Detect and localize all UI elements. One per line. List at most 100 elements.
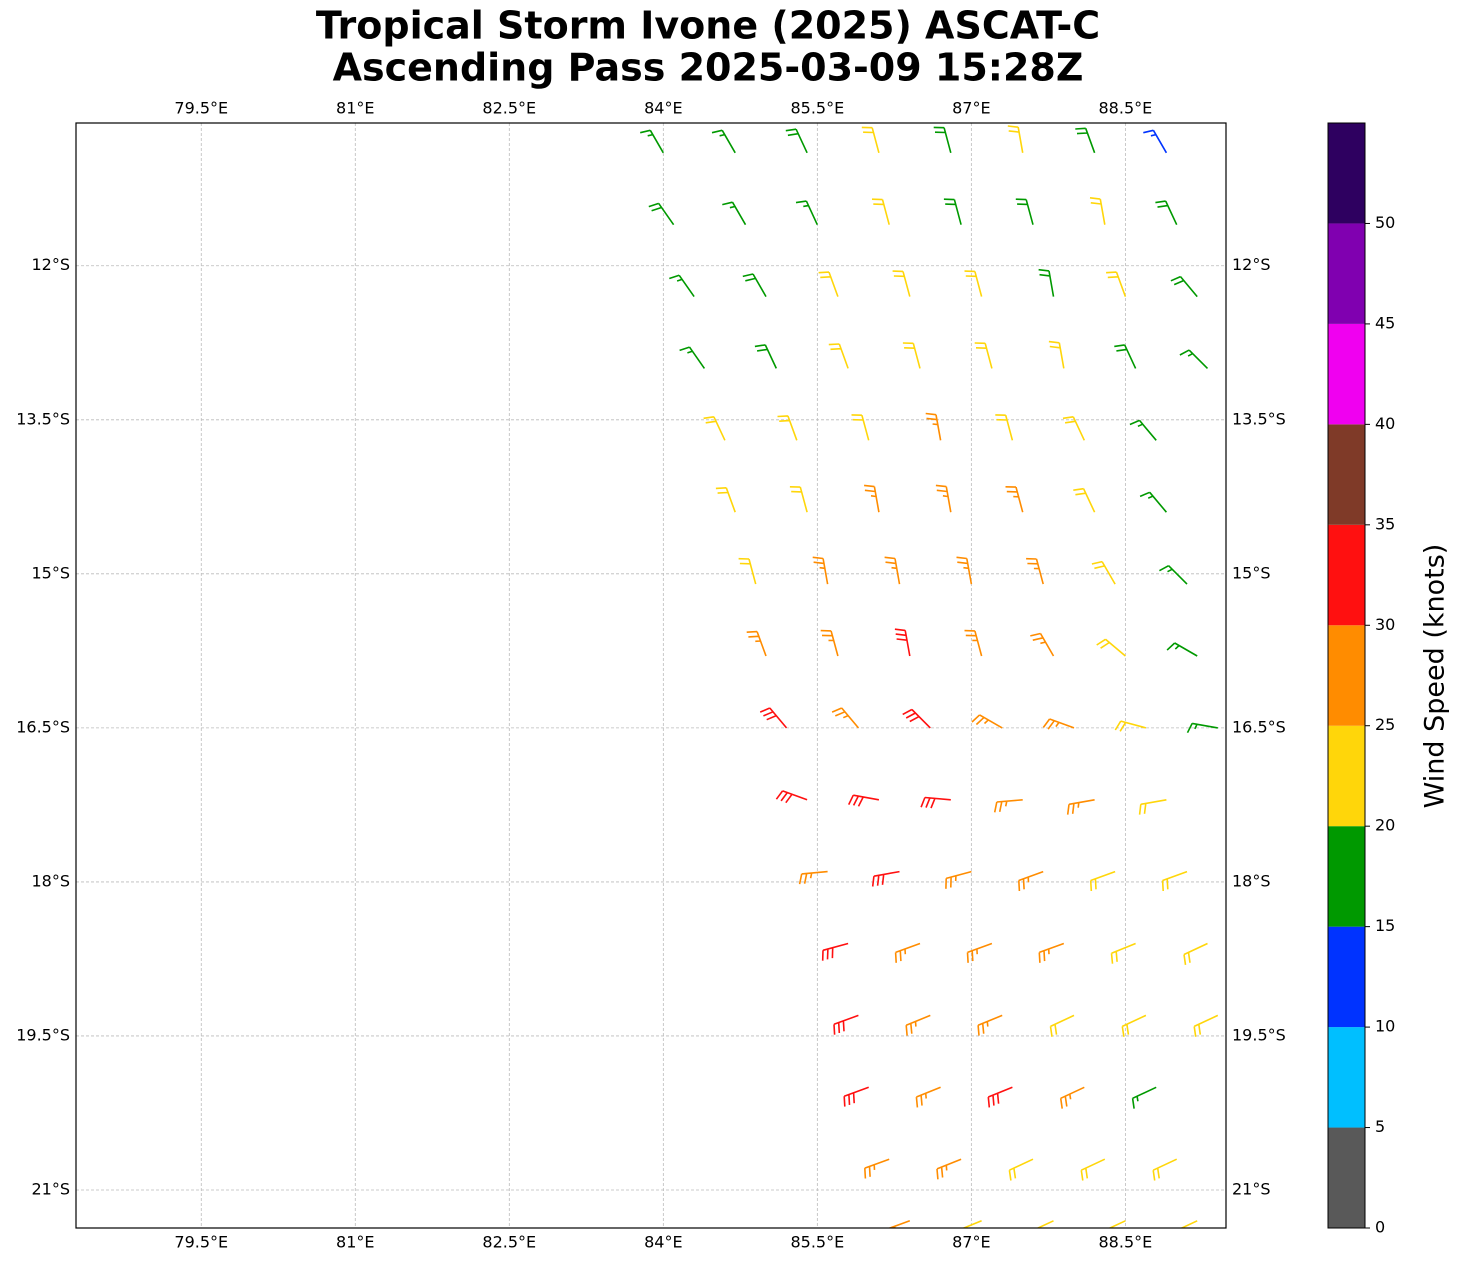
y-tick-label: 13.5°S [16, 409, 70, 428]
colorbar: 0 5 10 15 20 25 30 35 40 45 50 [1327, 122, 1395, 1237]
x-tick-label: 81°E [336, 1233, 374, 1252]
wind-barb [1091, 560, 1116, 585]
wind-barb [820, 629, 839, 657]
wind-barb [847, 794, 880, 807]
wind-barb [1129, 419, 1157, 441]
colorbar-bin [1328, 223, 1365, 324]
colorbar-tick-label: 5 [1375, 1117, 1385, 1136]
wind-barb [894, 942, 921, 963]
wind-barb [1143, 129, 1168, 154]
y-tick-label: 21°S [31, 1180, 70, 1199]
wind-barb [679, 346, 706, 369]
barbs [640, 125, 1219, 1228]
wind-barb [1193, 1014, 1219, 1037]
colorbar-tick-label: 50 [1375, 213, 1395, 232]
wind-barb [905, 1014, 931, 1036]
wind-barb [669, 274, 695, 298]
colorbar-tick-label: 30 [1375, 615, 1395, 634]
wind-barb [1030, 632, 1055, 657]
wind-barb [738, 557, 757, 585]
x-tick-label: 87°E [952, 1233, 990, 1252]
wind-barb [1048, 340, 1065, 369]
wind-barb [1155, 200, 1178, 226]
wind-barb [925, 412, 942, 441]
x-tick-label: 87°E [952, 99, 990, 118]
wind-barb [987, 1086, 1013, 1108]
map-frame [75, 122, 1227, 1229]
wind-barb [935, 484, 952, 513]
wind-barb [1005, 486, 1024, 513]
subtitle: Ascending Pass 2025-03-09 15:28Z [333, 46, 1084, 90]
wind-barb [777, 415, 798, 441]
wind-barb [977, 1014, 1003, 1036]
wind-barb [775, 790, 808, 804]
y-tick-label: 15°S [1232, 563, 1271, 582]
wind-barb [1106, 271, 1127, 297]
wind-barb [964, 270, 983, 297]
colorbar-label: Wind Speed (knots) [1420, 544, 1451, 809]
wind-barb [1089, 197, 1106, 225]
wind-barb [1015, 198, 1034, 225]
colorbar-tick-label: 15 [1375, 916, 1395, 935]
wind-barb [1080, 1158, 1106, 1181]
colorbar-bin [1328, 926, 1365, 1028]
grid [76, 123, 1226, 1228]
wind-barb [742, 273, 767, 297]
wind-barb [821, 942, 849, 961]
wind-barb [1018, 870, 1044, 892]
wind-barb [1008, 1158, 1034, 1181]
wind-barb [1114, 344, 1137, 369]
wind-barb [759, 707, 788, 729]
wind-barb [789, 486, 808, 513]
wind-barb [887, 1220, 911, 1228]
y-tick-label: 19.5°S [1232, 1025, 1286, 1044]
wind-barb [1114, 720, 1147, 732]
colorbar-bin [1328, 424, 1365, 525]
wind-barb [1166, 642, 1198, 657]
wind-barb [1096, 638, 1126, 657]
wind-barb [640, 129, 664, 154]
y-tick-label: 16.5°S [1232, 717, 1286, 736]
colorbar-tick-label: 40 [1375, 414, 1395, 433]
x-tick-label: 88.5°E [1099, 99, 1153, 118]
x-tick-label: 84°E [644, 99, 682, 118]
colorbar-bin [1328, 1027, 1365, 1128]
wind-barb [884, 556, 901, 585]
wind-barb [892, 270, 911, 297]
x-tick-label: 88.5°E [1099, 1233, 1153, 1252]
wind-barb [1121, 1014, 1147, 1037]
wind-barb [648, 202, 675, 226]
wind-barb [703, 416, 726, 441]
wind-barb [961, 1220, 982, 1228]
wind-barb [754, 344, 778, 369]
colorbar-tick-label: 35 [1375, 514, 1395, 533]
wind-barb [1170, 275, 1198, 298]
colorbar-tick-label: 10 [1375, 1017, 1395, 1036]
wind-barb [833, 1014, 859, 1035]
wind-barb [1062, 416, 1086, 441]
y-tick-label: 18°S [31, 871, 70, 890]
title: Tropical Storm Ivone (2025) ASCAT-C [316, 4, 1100, 48]
wind-barb [1036, 1220, 1054, 1228]
wind-barb [1089, 870, 1116, 892]
wind-barb [966, 942, 993, 963]
x-tick-label: 85.5°E [790, 99, 844, 118]
wind-barb [818, 271, 839, 297]
x-tick-label: 82.5°E [482, 99, 536, 118]
wind-barb [1183, 942, 1208, 966]
wind-barb [1038, 942, 1065, 963]
wind-barb [722, 201, 747, 226]
y-tick-label: 16.5°S [16, 717, 70, 736]
wind-barb [945, 870, 972, 889]
wind-barb [1139, 491, 1168, 513]
colorbar-bin [1328, 123, 1365, 224]
wind-barb [1026, 557, 1044, 585]
wind-barb [1007, 125, 1024, 153]
wind-barb [902, 342, 921, 369]
colorbar-bin [1328, 1127, 1365, 1228]
colorbar-bin [1328, 625, 1365, 726]
wind-barb [864, 1158, 890, 1179]
wind-barb [1049, 1014, 1075, 1037]
wind-barb [864, 484, 880, 513]
